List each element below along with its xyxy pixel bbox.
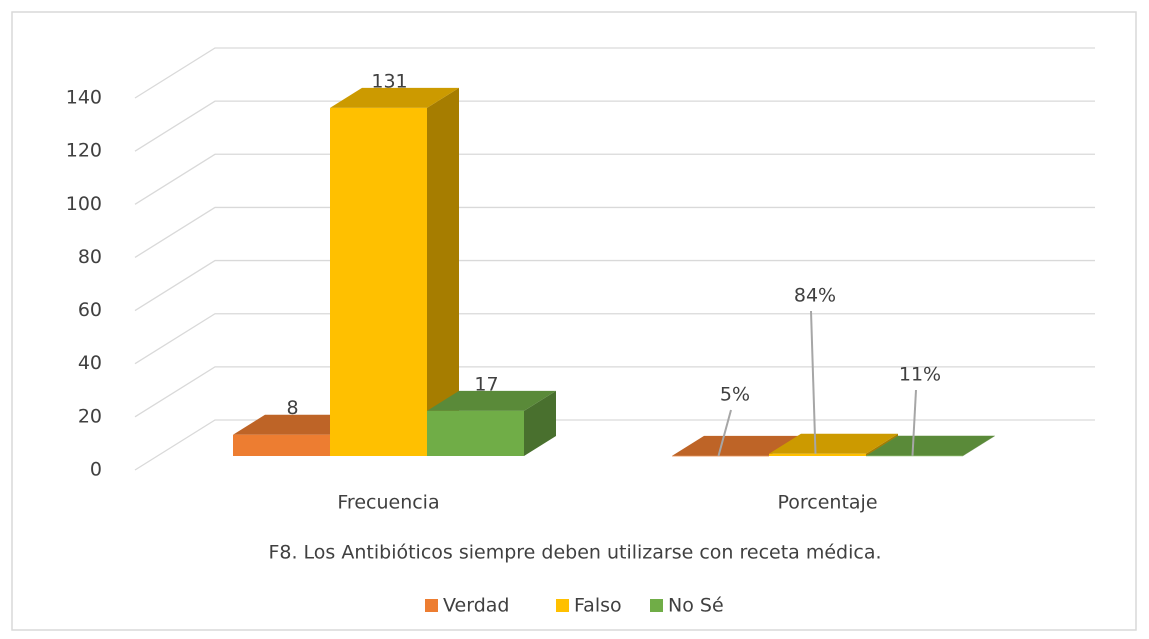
bar-side (963, 435, 995, 456)
bar (866, 435, 995, 457)
bar-side (427, 87, 459, 457)
bar-front (233, 434, 330, 456)
bar-top (330, 87, 459, 108)
y-tick-label: 140 (66, 87, 102, 109)
legend-swatch (556, 599, 569, 612)
grid-line (134, 100, 1095, 152)
bar (427, 390, 556, 456)
bar-top (769, 433, 898, 454)
leader-line (717, 409, 732, 457)
bar-side (524, 390, 556, 456)
bar (330, 87, 459, 457)
bar-top (233, 414, 362, 435)
bar-top (427, 390, 556, 411)
y-tick-label: 120 (66, 140, 102, 162)
grid-line (134, 313, 1095, 365)
legend-label: Falso (574, 595, 622, 617)
legend-label: Verdad (443, 595, 509, 617)
bar-front (427, 410, 524, 456)
y-tick-label: 40 (78, 352, 102, 374)
y-tick-label: 20 (78, 405, 102, 427)
chart-title: F8. Los Antibióticos siempre deben utili… (268, 542, 881, 564)
legend-swatch (650, 599, 663, 612)
chart-area (11, 11, 1137, 631)
data-label: 131 (371, 70, 407, 92)
leader-line (810, 310, 817, 454)
x-tick-label: Porcentaje (777, 492, 877, 514)
y-tick-label: 80 (78, 246, 102, 268)
bar-top (866, 435, 995, 456)
legend-swatch (425, 599, 438, 612)
x-tick-label: Frecuencia (337, 492, 439, 514)
legend-label: No Sé (668, 595, 724, 617)
y-tick-label: 60 (78, 299, 102, 321)
leader-line (911, 389, 917, 456)
grid-line (134, 206, 1095, 258)
grid-line (134, 366, 1095, 418)
data-label: 17 (474, 373, 498, 395)
bar-front (330, 107, 427, 457)
grid-line (134, 47, 1095, 99)
bar-top (672, 435, 801, 456)
y-tick-label: 0 (90, 459, 102, 481)
data-label: 84% (794, 285, 836, 307)
grid-line (134, 419, 1095, 471)
y-tick-label: 100 (66, 193, 102, 215)
data-label: 8 (286, 397, 298, 419)
bar-front (866, 455, 963, 457)
bar-front (672, 455, 769, 457)
bar-side (866, 433, 898, 456)
bar (769, 433, 898, 456)
data-label: 11% (899, 364, 941, 386)
bar-front (769, 453, 866, 456)
grid-line (134, 259, 1095, 312)
data-label: 5% (720, 384, 750, 406)
grid-line (134, 153, 1095, 205)
